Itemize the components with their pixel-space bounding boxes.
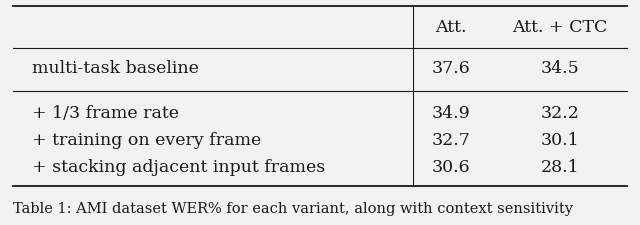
Text: Att.: Att. (435, 18, 467, 36)
Text: 30.1: 30.1 (541, 132, 579, 149)
Text: + stacking adjacent input frames: + stacking adjacent input frames (32, 159, 325, 176)
Text: 37.6: 37.6 (432, 60, 470, 77)
Text: 32.7: 32.7 (432, 132, 470, 149)
Text: Att. + CTC: Att. + CTC (512, 18, 608, 36)
Text: 28.1: 28.1 (541, 159, 579, 176)
Text: 34.5: 34.5 (541, 60, 579, 77)
Text: 34.9: 34.9 (432, 105, 470, 122)
Text: + training on every frame: + training on every frame (32, 132, 261, 149)
Text: Table 1: AMI dataset WER% for each variant, along with context sensitivity: Table 1: AMI dataset WER% for each varia… (13, 202, 573, 216)
Text: + 1/3 frame rate: + 1/3 frame rate (32, 105, 179, 122)
Text: 32.2: 32.2 (541, 105, 579, 122)
Text: multi-task baseline: multi-task baseline (32, 60, 199, 77)
Text: 30.6: 30.6 (432, 159, 470, 176)
